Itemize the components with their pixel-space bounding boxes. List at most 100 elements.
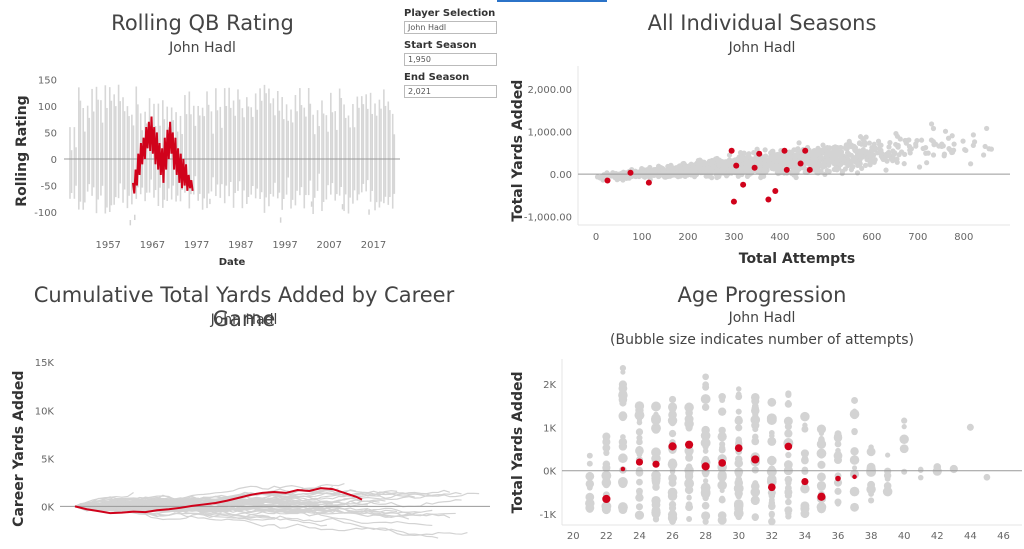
john-hadl-season-point — [806, 166, 813, 173]
end-season-input[interactable]: 2,021 — [404, 85, 497, 98]
john-hadl-season-point — [751, 164, 758, 171]
season-point — [597, 175, 603, 181]
age-season-bubble — [899, 444, 909, 454]
y-tick-label: 2K — [543, 380, 556, 391]
season-point — [744, 173, 751, 180]
age-season-bubble — [801, 483, 809, 491]
season-point — [720, 161, 726, 167]
john-hadl-season-point — [604, 177, 611, 184]
age-season-bubble — [868, 491, 874, 497]
age-season-bubble — [636, 451, 643, 458]
age-season-bubble — [585, 471, 595, 481]
age-season-bubble — [751, 421, 760, 430]
age-season-bubble — [785, 513, 792, 520]
season-point — [812, 154, 818, 160]
age-season-bubble — [784, 423, 792, 431]
season-point — [866, 140, 873, 146]
age-subtitle-note: (Bubble size indicates number of attempt… — [610, 332, 914, 348]
age-season-bubble — [784, 429, 793, 438]
season-point — [942, 128, 949, 134]
season-point — [848, 167, 855, 173]
age-season-bubble — [767, 397, 777, 407]
season-point — [871, 147, 878, 153]
age-season-bubble — [620, 434, 626, 440]
age-season-bubble — [735, 470, 742, 477]
x-axis-label: Date — [219, 257, 246, 268]
player-selection-input[interactable]: John Hadl — [404, 21, 497, 34]
age-season-bubble — [603, 449, 610, 457]
season-point — [762, 147, 768, 153]
age-season-bubble — [717, 515, 727, 525]
y-tick-label: 15K — [35, 358, 55, 369]
season-point — [817, 149, 823, 156]
age-season-bubble — [668, 479, 677, 487]
season-point — [812, 166, 818, 172]
age-season-bubble — [768, 517, 776, 526]
age-season-bubble — [701, 403, 710, 411]
age-season-bubble — [733, 508, 744, 519]
season-point — [902, 137, 908, 144]
season-point — [883, 167, 889, 173]
season-point — [804, 156, 810, 162]
background-bubbles-group — [585, 364, 991, 526]
age-season-bubble — [635, 487, 643, 495]
season-point — [769, 162, 776, 168]
age-season-bubble — [882, 486, 893, 497]
age-season-bubble — [635, 428, 644, 436]
season-point — [716, 173, 722, 180]
season-point — [834, 151, 840, 157]
season-point — [851, 143, 857, 149]
season-point — [837, 161, 844, 168]
season-point — [885, 152, 891, 159]
season-point — [945, 135, 952, 141]
season-point — [726, 152, 733, 158]
season-point — [826, 149, 832, 155]
age-season-bubble — [601, 478, 612, 488]
age-season-bubble — [933, 463, 942, 471]
age-season-bubble — [635, 409, 644, 418]
john-hadl-age-bubble — [718, 459, 727, 467]
x-tick-label: 42 — [931, 531, 944, 542]
age-season-bubble — [617, 502, 628, 513]
season-point — [968, 161, 974, 167]
season-point — [930, 125, 937, 132]
age-season-bubble — [801, 450, 808, 457]
season-point — [902, 151, 908, 157]
age-season-bubble — [685, 409, 693, 417]
season-point — [667, 173, 673, 179]
y-tick-label: 0K — [543, 467, 556, 478]
age-season-bubble — [769, 439, 775, 446]
age-season-bubble — [636, 466, 643, 474]
x-tick-label: 44 — [964, 531, 977, 542]
season-point — [852, 148, 858, 154]
y-tick-label: 1K — [543, 423, 556, 434]
age-season-bubble — [850, 447, 859, 456]
age-season-bubble — [884, 475, 891, 482]
season-point — [808, 150, 814, 156]
season-point — [854, 170, 861, 176]
john-hadl-rolling-line — [131, 116, 194, 194]
season-point — [846, 138, 852, 144]
season-point — [812, 149, 818, 155]
player-career-line — [74, 502, 169, 509]
season-point — [756, 160, 762, 166]
season-point — [793, 174, 799, 181]
age-season-bubble — [850, 502, 859, 512]
age-season-bubble — [983, 473, 991, 481]
age-season-bubble — [636, 438, 643, 446]
start-season-input[interactable]: 1,950 — [404, 53, 497, 66]
seasons-panel: All Individual Seasons John Hadl — [500, 0, 1024, 275]
season-point — [946, 146, 952, 152]
x-tick-label: 40 — [898, 531, 911, 542]
season-point — [824, 167, 830, 174]
age-season-bubble — [700, 488, 711, 498]
season-point — [897, 136, 903, 142]
age-season-bubble — [734, 503, 743, 512]
age-season-bubble — [718, 426, 726, 435]
y-tick-label: 10K — [35, 406, 55, 417]
age-season-bubble — [966, 423, 974, 431]
john-hadl-season-point — [772, 188, 779, 195]
age-season-bubble — [851, 397, 858, 404]
season-point — [886, 144, 892, 150]
season-point — [616, 175, 622, 182]
